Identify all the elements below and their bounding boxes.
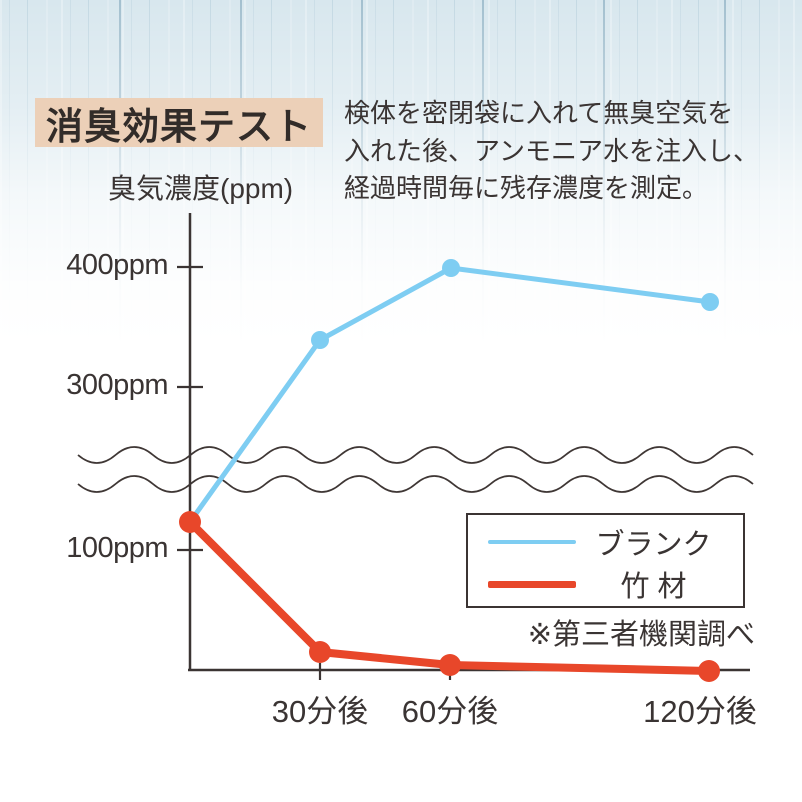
series-point-bamboo-3 (698, 660, 720, 682)
series-point-bamboo-0 (179, 511, 201, 533)
y-tick-label-400ppm: 400ppm (66, 249, 168, 281)
series-point-blank-2 (442, 259, 460, 277)
legend-line-swatch-blank (488, 540, 576, 544)
legend-label: 竹 材 (620, 571, 687, 603)
x-tick-label-120min: 120分後 (643, 694, 757, 729)
legend-item: 竹 材 (488, 563, 731, 605)
x-tick-label-60min: 60分後 (401, 694, 499, 729)
series-line-blank (187, 265, 713, 525)
chart-series-layer (179, 259, 720, 682)
series-point-bamboo-2 (439, 654, 461, 676)
page-title: 消臭効果テスト (46, 105, 312, 147)
legend-label: ブランク (595, 529, 712, 561)
description-line: 検体を密閉袋に入れて無臭空気を (344, 98, 734, 128)
y-axis-title: 臭気濃度(ppm) (108, 173, 294, 204)
y-tick-label-300ppm: 300ppm (66, 369, 168, 401)
description-line: 経過時間毎に残存濃度を測定。 (344, 173, 709, 203)
axis-break-wave-lower (77, 475, 754, 493)
series-point-bamboo-1 (309, 641, 331, 663)
legend-line-swatch-bamboo (488, 580, 576, 588)
y-tick-label-100ppm: 100ppm (66, 532, 168, 564)
series-point-blank-3 (701, 293, 719, 311)
legend-box: ブランク 竹 材 (466, 513, 745, 608)
title-badge: 消臭効果テスト (35, 98, 323, 147)
series-point-blank-1 (311, 331, 329, 349)
axis-break-wave-upper (77, 446, 754, 464)
description-line: 入れた後、アンモニア水を注入し、 (344, 135, 759, 166)
survey-note: ※第三者機関調べ (527, 619, 755, 651)
legend-item: ブランク (488, 521, 731, 563)
x-tick-label-30min: 30分後 (271, 694, 369, 729)
series-line-bamboo (186, 518, 713, 675)
test-description: 検体を密閉袋に入れて無臭空気を 入れた後、アンモニア水を注入し、 経過時間毎に残… (344, 95, 789, 208)
